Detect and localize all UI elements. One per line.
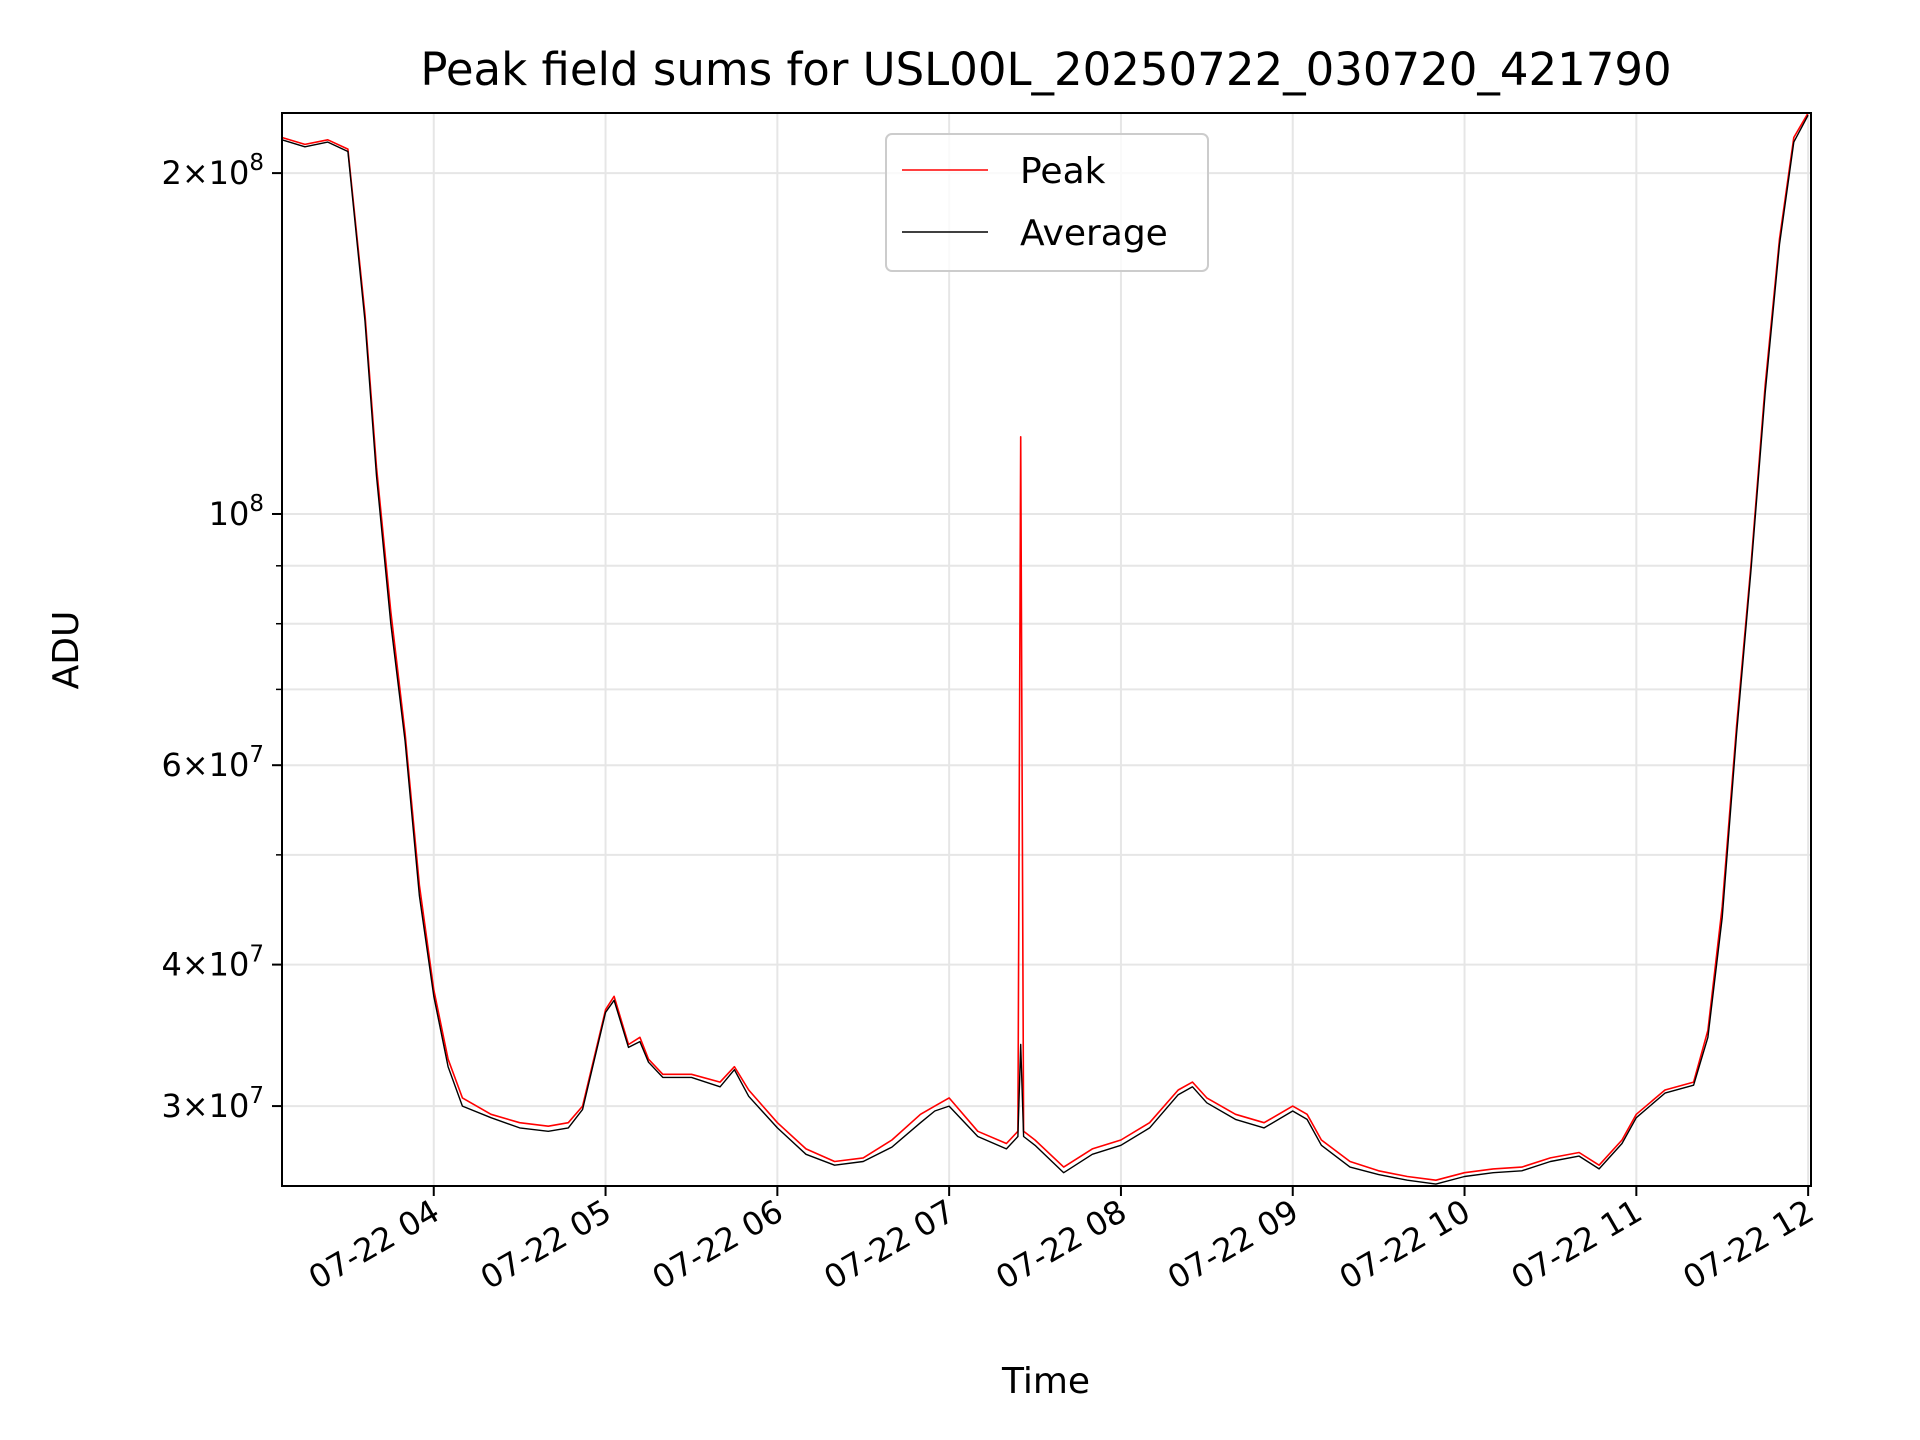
y-tick-label: 2×108 — [161, 150, 264, 192]
y-tick-exponent: 8 — [249, 150, 264, 176]
y-tick-label: 4×107 — [161, 942, 264, 984]
y-tick-label: 3×107 — [161, 1083, 264, 1125]
plot-frame — [281, 112, 1812, 1187]
tick-marks — [272, 172, 1810, 1196]
legend-box — [885, 133, 1209, 272]
y-tick-exponent: 8 — [249, 491, 264, 517]
legend-label-peak: Peak — [1020, 151, 1106, 192]
legend: Peak Average — [885, 133, 1209, 272]
legend-label-average: Average — [1020, 213, 1168, 254]
x-axis-label: Time — [1001, 1361, 1090, 1402]
y-tick-exponent: 7 — [249, 942, 264, 968]
y-axis-label: ADU — [46, 611, 87, 690]
y-tick-label: 108 — [209, 491, 264, 533]
y-tick-label: 6×107 — [161, 742, 264, 784]
y-tick-base: 4×10 — [161, 946, 249, 984]
series-layer — [281, 112, 1809, 1185]
series-line-average — [281, 114, 1809, 1185]
y-tick-base: 3×10 — [161, 1087, 249, 1125]
y-tick-exponent: 7 — [249, 742, 264, 768]
y-tick-base: 10 — [209, 495, 250, 533]
y-tick-exponent: 7 — [249, 1083, 264, 1109]
y-tick-base: 2×10 — [161, 154, 249, 192]
y-tick-base: 6×10 — [161, 746, 249, 784]
chart-title: Peak field sums for USL00L_20250722_0307… — [420, 43, 1671, 96]
